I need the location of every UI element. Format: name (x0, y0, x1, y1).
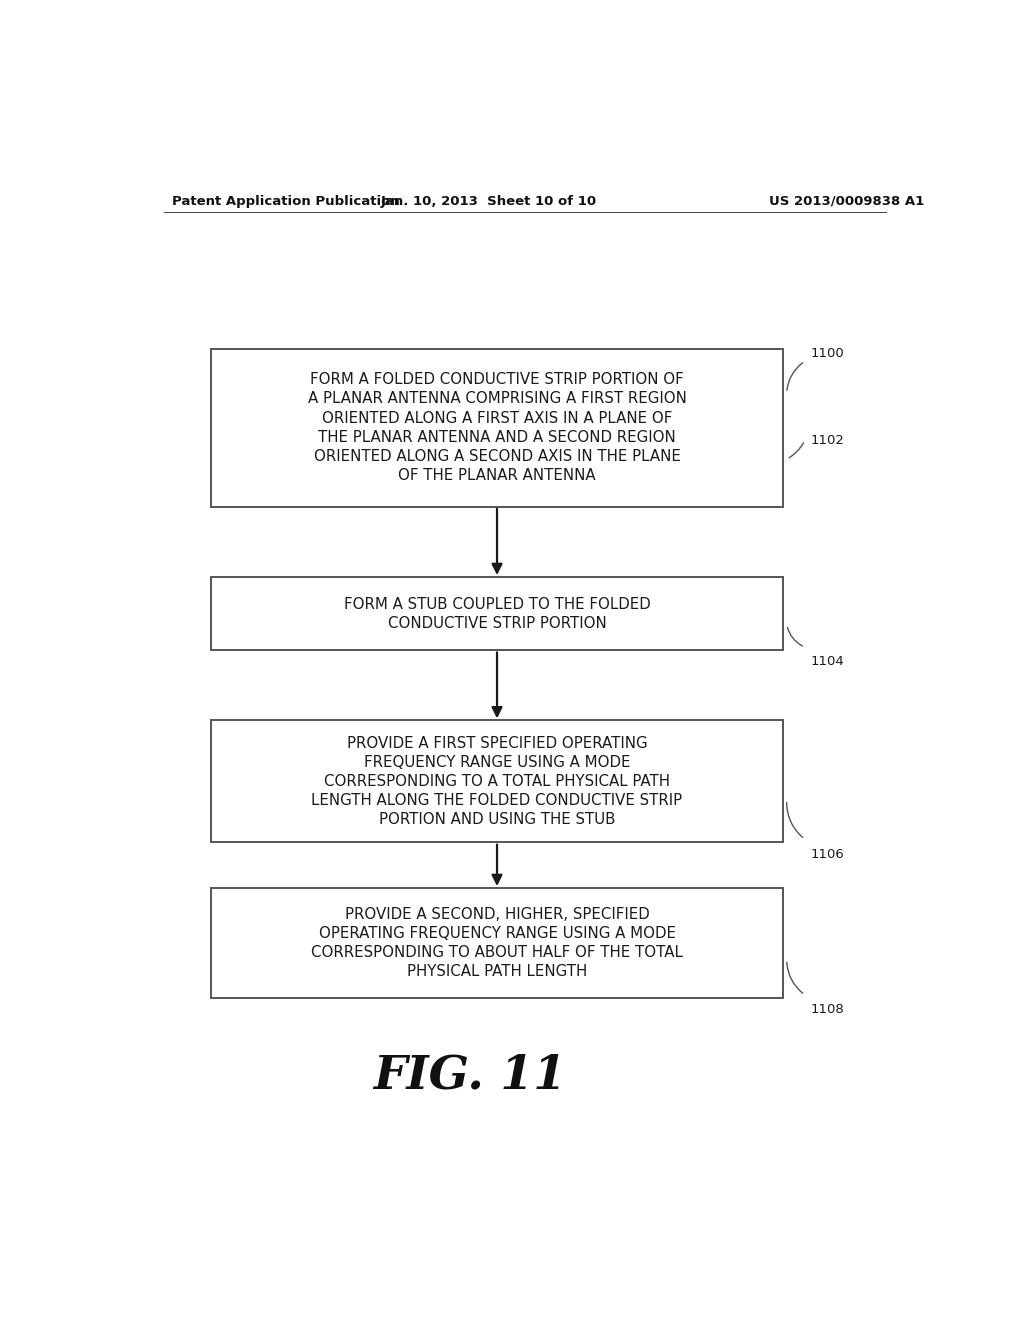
Text: 1106: 1106 (811, 847, 844, 861)
Text: FIG. 11: FIG. 11 (373, 1052, 566, 1098)
FancyBboxPatch shape (211, 577, 782, 651)
FancyBboxPatch shape (211, 721, 782, 842)
Text: 1108: 1108 (811, 1003, 844, 1016)
Text: FORM A STUB COUPLED TO THE FOLDED
CONDUCTIVE STRIP PORTION: FORM A STUB COUPLED TO THE FOLDED CONDUC… (344, 597, 650, 631)
FancyBboxPatch shape (211, 348, 782, 507)
Text: Jan. 10, 2013  Sheet 10 of 10: Jan. 10, 2013 Sheet 10 of 10 (381, 194, 597, 207)
Text: Patent Application Publication: Patent Application Publication (172, 194, 399, 207)
Text: 1102: 1102 (811, 434, 845, 447)
Text: 1104: 1104 (811, 656, 844, 668)
Text: FORM A FOLDED CONDUCTIVE STRIP PORTION OF
A PLANAR ANTENNA COMPRISING A FIRST RE: FORM A FOLDED CONDUCTIVE STRIP PORTION O… (307, 372, 686, 483)
Text: PROVIDE A SECOND, HIGHER, SPECIFIED
OPERATING FREQUENCY RANGE USING A MODE
CORRE: PROVIDE A SECOND, HIGHER, SPECIFIED OPER… (311, 907, 683, 979)
Text: 1100: 1100 (811, 347, 844, 360)
Text: PROVIDE A FIRST SPECIFIED OPERATING
FREQUENCY RANGE USING A MODE
CORRESPONDING T: PROVIDE A FIRST SPECIFIED OPERATING FREQ… (311, 735, 683, 828)
FancyBboxPatch shape (211, 888, 782, 998)
Text: US 2013/0009838 A1: US 2013/0009838 A1 (769, 194, 924, 207)
